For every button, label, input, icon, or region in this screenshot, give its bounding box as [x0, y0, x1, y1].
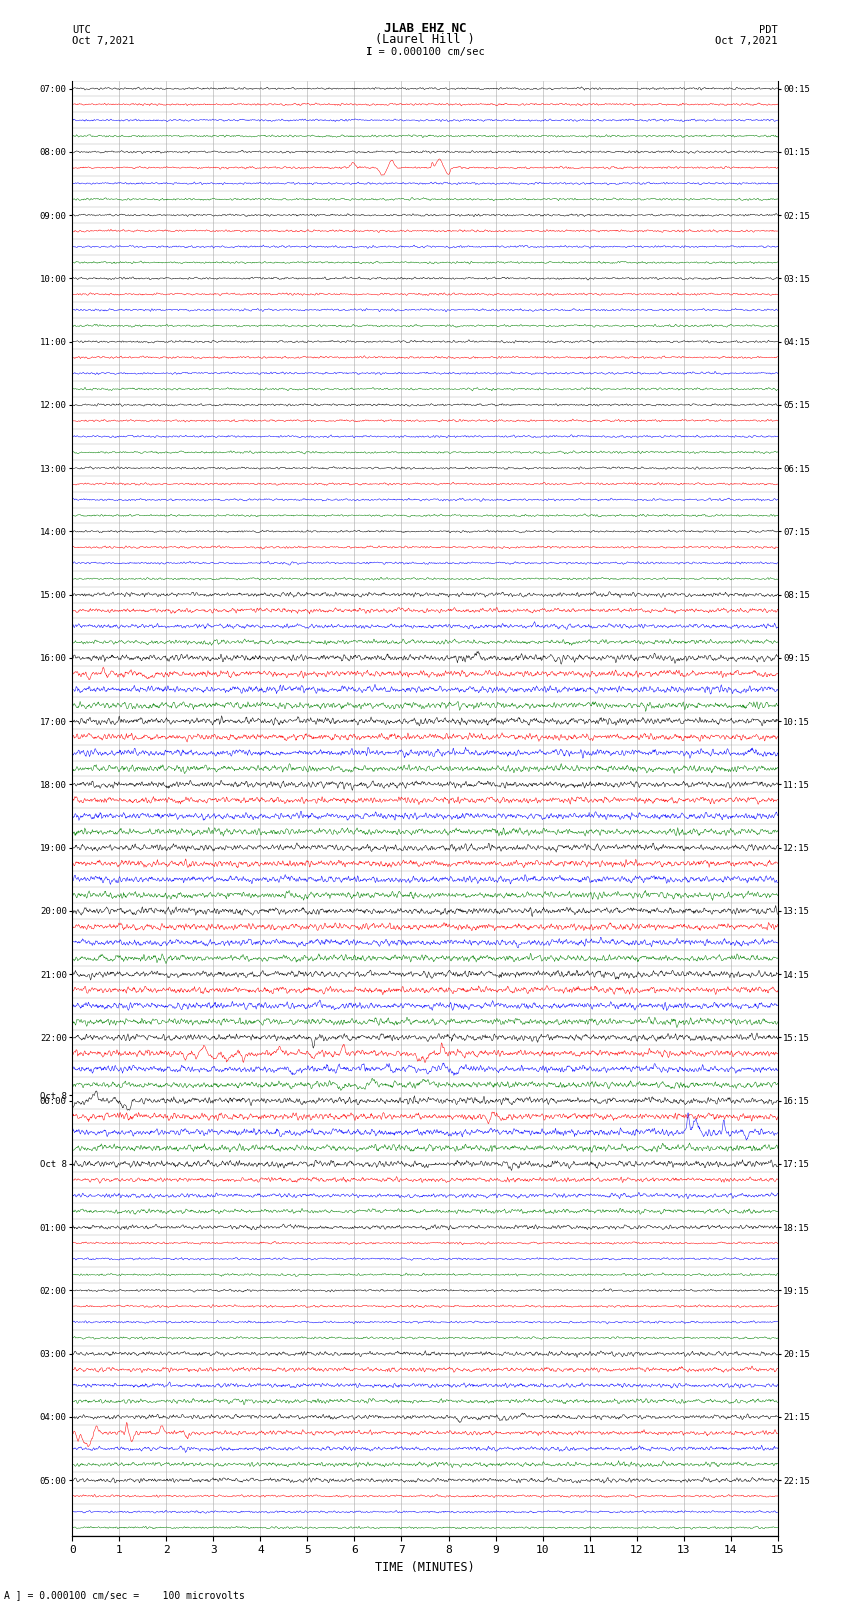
Text: PDT: PDT — [759, 24, 778, 35]
Text: Oct 7,2021: Oct 7,2021 — [72, 35, 135, 45]
Text: Oct 7,2021: Oct 7,2021 — [715, 35, 778, 45]
X-axis label: TIME (MINUTES): TIME (MINUTES) — [375, 1561, 475, 1574]
Text: A ] = 0.000100 cm/sec =    100 microvolts: A ] = 0.000100 cm/sec = 100 microvolts — [4, 1590, 245, 1600]
Text: JLAB EHZ NC: JLAB EHZ NC — [383, 21, 467, 35]
Text: I = 0.000100 cm/sec: I = 0.000100 cm/sec — [366, 47, 484, 58]
Text: (Laurel Hill ): (Laurel Hill ) — [375, 32, 475, 45]
Text: I: I — [366, 47, 372, 58]
Text: UTC: UTC — [72, 24, 91, 35]
